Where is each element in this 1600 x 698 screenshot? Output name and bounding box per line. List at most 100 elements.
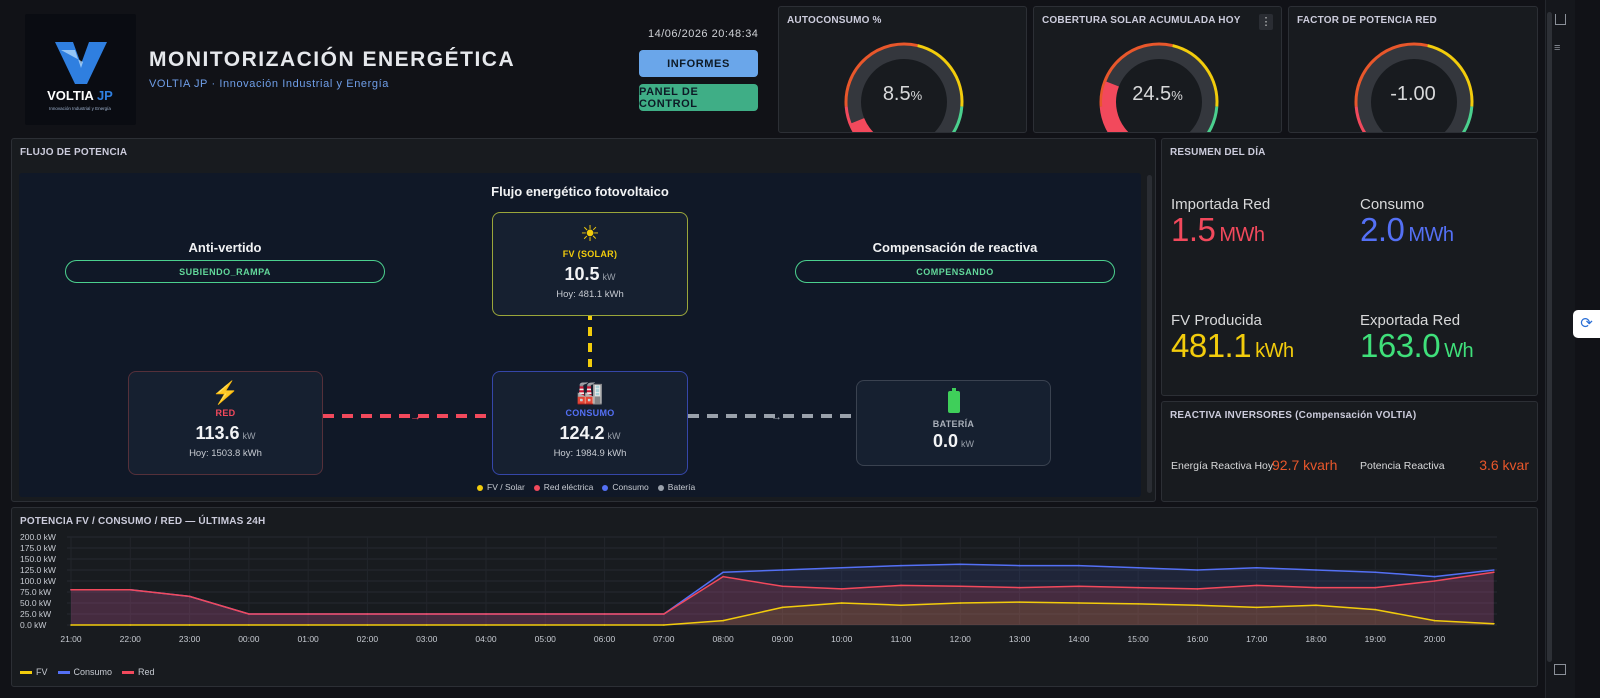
data-point-red xyxy=(366,613,369,615)
compensacion-title: Compensación de reactiva xyxy=(872,240,1038,255)
chart-title: POTENCIA FV / CONSUMO / RED — ÚLTIMAS 24… xyxy=(20,516,266,527)
x-tick-label: 16:00 xyxy=(1187,634,1209,644)
data-point-red xyxy=(425,613,428,615)
gauge-fill xyxy=(1102,81,1129,132)
gauge-threshold-arc xyxy=(951,106,964,132)
data-point-fv xyxy=(1196,604,1199,606)
data-point-red xyxy=(1196,588,1199,590)
reactiva-panel: REACTIVA INVERSORES (Compensación VOLTIA… xyxy=(1161,401,1538,502)
data-point-red xyxy=(544,613,547,615)
sync-icon[interactable]: ⟳ xyxy=(1573,310,1600,338)
data-point-fv xyxy=(366,624,369,626)
sidebar-toggle-icon[interactable] xyxy=(1554,664,1566,675)
bateria-node[interactable]: BATERÍA 0.0 kW xyxy=(856,380,1051,466)
energia-reactiva-value: 92.7 kvarh xyxy=(1272,457,1338,473)
flow-diagram: Flujo energético fotovoltaico Anti-verti… xyxy=(19,173,1141,497)
consumo-label: CONSUMO xyxy=(565,408,615,418)
solar-today: Hoy: 481.1 kWh xyxy=(556,289,624,300)
current-datetime: 14/06/2026 20:48:34 xyxy=(648,28,759,40)
autoconsumo-gauge xyxy=(844,42,964,132)
x-tick-label: 07:00 xyxy=(653,634,675,644)
gauge-value: -1.00 xyxy=(1390,83,1436,105)
data-point-fv xyxy=(307,624,309,626)
data-point-fv xyxy=(781,606,784,609)
y-tick-label: 200.0 kW xyxy=(20,532,56,542)
gauge-panel-autoconsumo: AUTOCONSUMO % 8.5% xyxy=(778,6,1027,133)
y-tick-label: 0.0 kW xyxy=(20,620,46,630)
settings-icon[interactable]: ≡ xyxy=(1554,42,1561,54)
data-point-red xyxy=(1255,584,1258,587)
x-tick-label: 04:00 xyxy=(475,634,497,644)
company-logo: VOLTIA JP Innovación Industrial y Energí… xyxy=(25,14,136,125)
x-tick-label: 08:00 xyxy=(712,634,734,644)
x-tick-label: 18:00 xyxy=(1305,634,1327,644)
panel-de-control-button[interactable]: PANEL DE CONTROL xyxy=(639,84,758,111)
x-tick-label: 14:00 xyxy=(1068,634,1090,644)
y-tick-label: 50.0 kW xyxy=(20,598,51,608)
data-point-consumo xyxy=(1018,564,1021,567)
data-point-red xyxy=(1493,571,1495,573)
solar-label: FV (SOLAR) xyxy=(562,249,618,259)
x-tick-label: 05:00 xyxy=(535,634,557,644)
gauge-threshold-arc xyxy=(844,42,918,107)
flow-scrollbar[interactable] xyxy=(1147,175,1152,493)
page-title: MONITORIZACIÓN ENERGÉTICA xyxy=(149,48,516,71)
panel-title: AUTOCONSUMO % xyxy=(787,15,882,26)
anti-vertido-title: Anti-vertido xyxy=(188,240,262,255)
exportada-value: 163.0 Wh xyxy=(1360,327,1474,364)
data-point-consumo xyxy=(1493,569,1495,571)
battery-icon xyxy=(947,388,960,413)
resumen-dia-panel: RESUMEN DEL DÍA Importada Red 1.5 MWh Con… xyxy=(1161,138,1538,396)
data-point-consumo xyxy=(1078,564,1080,567)
flow-connectors: → → xyxy=(323,311,856,423)
x-tick-label: 02:00 xyxy=(357,634,379,644)
gauge-threshold-arc xyxy=(1206,106,1219,132)
chart-legend: FV Consumo Red xyxy=(20,667,155,677)
data-point-fv xyxy=(129,624,132,626)
gauge-track xyxy=(1357,45,1471,132)
page-scrollbar[interactable] xyxy=(1547,12,1552,662)
panel-title: REACTIVA INVERSORES (Compensación VOLTIA… xyxy=(1170,410,1417,421)
data-point-red xyxy=(1315,586,1317,589)
gauge-threshold-arc xyxy=(1172,44,1219,107)
data-point-red xyxy=(1433,580,1436,582)
consumo-node[interactable]: 🏭 CONSUMO 124.2 kW Hoy: 1984.9 kWh xyxy=(492,371,688,475)
data-point-consumo xyxy=(959,563,962,566)
x-tick-label: 19:00 xyxy=(1365,634,1387,644)
gauge-threshold-arc xyxy=(1461,106,1474,132)
data-point-red xyxy=(70,589,72,591)
data-point-fv xyxy=(1374,608,1377,611)
energia-reactiva-label: Energía Reactiva Hoy xyxy=(1171,460,1274,472)
x-tick-label: 10:00 xyxy=(831,634,853,644)
data-point-red xyxy=(1137,586,1139,589)
data-point-consumo xyxy=(1255,567,1258,569)
solar-power: 10.5 kW xyxy=(564,264,616,284)
legend-item-consumo: Consumo xyxy=(602,482,649,492)
bateria-label: BATERÍA xyxy=(932,419,975,429)
consumo-label: Consumo xyxy=(1360,196,1425,213)
panel-title: FACTOR DE POTENCIA RED xyxy=(1297,15,1437,26)
x-tick-label: 21:00 xyxy=(60,634,82,644)
data-point-fv xyxy=(188,624,191,626)
data-point-consumo xyxy=(840,567,843,569)
panel-title: RESUMEN DEL DÍA xyxy=(1170,147,1266,158)
data-point-red xyxy=(248,613,250,615)
data-point-red xyxy=(188,595,191,598)
x-tick-label: 22:00 xyxy=(120,634,142,644)
series-area-red xyxy=(71,572,1494,625)
x-tick-label: 00:00 xyxy=(238,634,260,644)
series-area-fv xyxy=(71,602,1494,625)
download-icon[interactable] xyxy=(1555,14,1566,25)
panel-menu-icon[interactable]: ⋮ xyxy=(1259,14,1273,30)
red-arrow-icon: → xyxy=(410,411,421,423)
solar-node[interactable]: ☀ FV (SOLAR) 10.5 kW Hoy: 481.1 kWh xyxy=(492,212,688,316)
fv-producida-label: FV Producida xyxy=(1171,312,1262,329)
red-node[interactable]: ⚡ RED 113.6 kW Hoy: 1503.8 kWh xyxy=(128,371,323,475)
potencia-chart-panel: POTENCIA FV / CONSUMO / RED — ÚLTIMAS 24… xyxy=(11,507,1538,687)
factory-icon: 🏭 xyxy=(576,380,604,405)
informes-button[interactable]: INFORMES xyxy=(639,50,758,77)
data-point-fv xyxy=(485,624,487,626)
gauge-track xyxy=(847,45,961,132)
data-point-fv xyxy=(425,624,428,626)
